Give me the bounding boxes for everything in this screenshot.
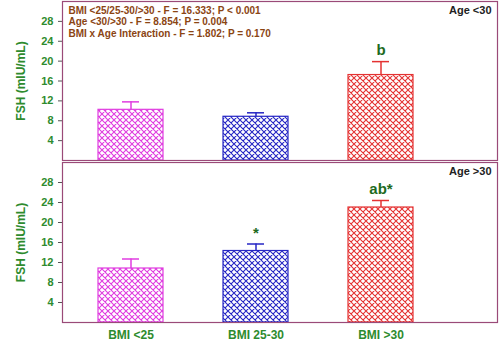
svg-text:ab*: ab*	[369, 180, 393, 197]
svg-text:16: 16	[41, 236, 53, 248]
svg-text:FSH (mIU/mL): FSH (mIU/mL)	[14, 41, 28, 120]
svg-text:16: 16	[41, 75, 53, 87]
svg-text:8: 8	[47, 276, 53, 288]
svg-text:12: 12	[41, 94, 53, 106]
svg-text:b: b	[376, 41, 385, 58]
svg-text:28: 28	[41, 176, 53, 188]
svg-text:*: *	[253, 224, 259, 241]
svg-text:4: 4	[47, 296, 54, 308]
svg-text:12: 12	[41, 256, 53, 268]
svg-text:24: 24	[41, 196, 54, 208]
svg-text:8: 8	[47, 114, 53, 126]
svg-text:24: 24	[41, 35, 54, 47]
svg-text:BMI <25: BMI <25	[108, 328, 154, 342]
svg-text:Age <30: Age <30	[449, 4, 492, 16]
svg-text:BMI >30: BMI >30	[358, 328, 404, 342]
svg-text:20: 20	[41, 55, 53, 67]
svg-text:BMI 25-30: BMI 25-30	[228, 328, 284, 342]
svg-text:Age >30: Age >30	[449, 165, 492, 177]
svg-text:20: 20	[41, 216, 53, 228]
svg-text:28: 28	[41, 15, 53, 27]
svg-text:BMI <25/25-30/>30 - F = 16.333: BMI <25/25-30/>30 - F = 16.333; P < 0.00…	[69, 5, 272, 39]
svg-text:FSH (mIU/mL): FSH (mIU/mL)	[14, 203, 28, 282]
svg-text:4: 4	[47, 134, 54, 146]
